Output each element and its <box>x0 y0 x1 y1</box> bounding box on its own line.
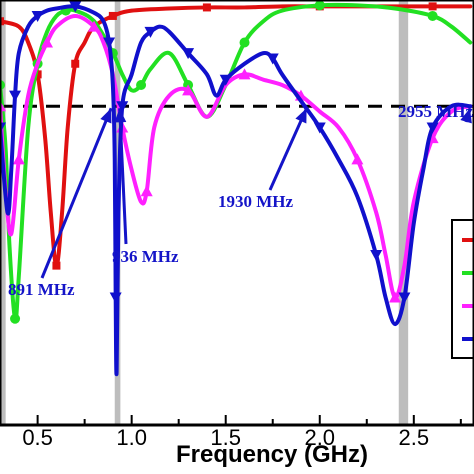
annotation-936-label: 936 MHz <box>112 247 179 266</box>
data-point-magenta <box>88 20 101 32</box>
grey-band <box>398 0 409 425</box>
data-point-blue <box>109 292 122 304</box>
annotation-1930-arrowhead <box>295 108 307 124</box>
data-point-blue <box>116 101 129 113</box>
x-tick-label: 1.0 <box>116 425 147 450</box>
data-point-green <box>314 0 325 11</box>
data-point-red <box>33 70 42 79</box>
data-point-green <box>10 313 21 324</box>
plot-frame <box>0 0 474 427</box>
x-tick-label: 2.0 <box>304 425 335 450</box>
data-point-magenta <box>389 291 401 303</box>
x-tick-label: 1.5 <box>210 425 241 450</box>
data-point-blue <box>182 48 195 60</box>
annotation-891-arrow <box>40 107 113 279</box>
data-point-magenta <box>351 153 364 165</box>
annotation-1930-arrow <box>268 107 308 191</box>
annotation-2955-label: 2955 MHz <box>398 102 474 121</box>
data-point-green <box>136 80 147 90</box>
data-point-magenta <box>41 36 54 48</box>
x-axis-ticks: 0.5 1.0 1.5 2.0 2.5 <box>22 415 462 450</box>
data-point-blue <box>426 122 439 134</box>
annotation-936-arrow <box>118 108 128 245</box>
data-point-blue <box>144 26 157 38</box>
data-point-red <box>71 59 80 68</box>
data-point-green <box>239 37 250 48</box>
data-point-magenta <box>182 84 195 96</box>
x-tick-label: 0.5 <box>22 425 53 450</box>
data-point-magenta <box>238 68 251 80</box>
data-point-blue <box>313 122 326 134</box>
data-point-blue <box>266 53 279 65</box>
annotation-936-arrowhead <box>114 108 127 123</box>
data-point-blue <box>370 250 383 261</box>
legend-box <box>451 219 474 359</box>
annotation-1930-label: 1930 MHz <box>218 192 294 211</box>
x-axis-title: Frequency (GHz) <box>176 441 368 468</box>
annotations: 891 MHz 936 MHz 1930 MHz 2955 MHz <box>8 102 474 299</box>
data-point-magenta <box>140 185 153 197</box>
data-point-red <box>0 17 4 26</box>
data-point-blue <box>31 10 44 22</box>
x-tick-label: 2.5 <box>399 425 430 450</box>
data-point-blue <box>69 1 82 13</box>
data-point-red <box>108 11 117 20</box>
series-line-magenta <box>0 13 473 300</box>
data-point-blue <box>398 292 411 304</box>
grey-band <box>0 0 6 425</box>
data-point-blue <box>103 37 116 49</box>
data-point-red <box>52 261 61 270</box>
data-point-blue <box>219 74 232 86</box>
data-point-red <box>428 2 437 11</box>
annotation-891-label: 891 MHz <box>8 280 75 299</box>
annotation-2955-arrowhead <box>460 108 472 124</box>
data-point-blue <box>9 90 22 102</box>
data-point-red <box>202 3 211 12</box>
data-point-magenta <box>12 153 25 165</box>
series-group <box>0 0 473 377</box>
data-point-green <box>427 10 438 21</box>
annotation-891-arrowhead <box>100 108 112 124</box>
